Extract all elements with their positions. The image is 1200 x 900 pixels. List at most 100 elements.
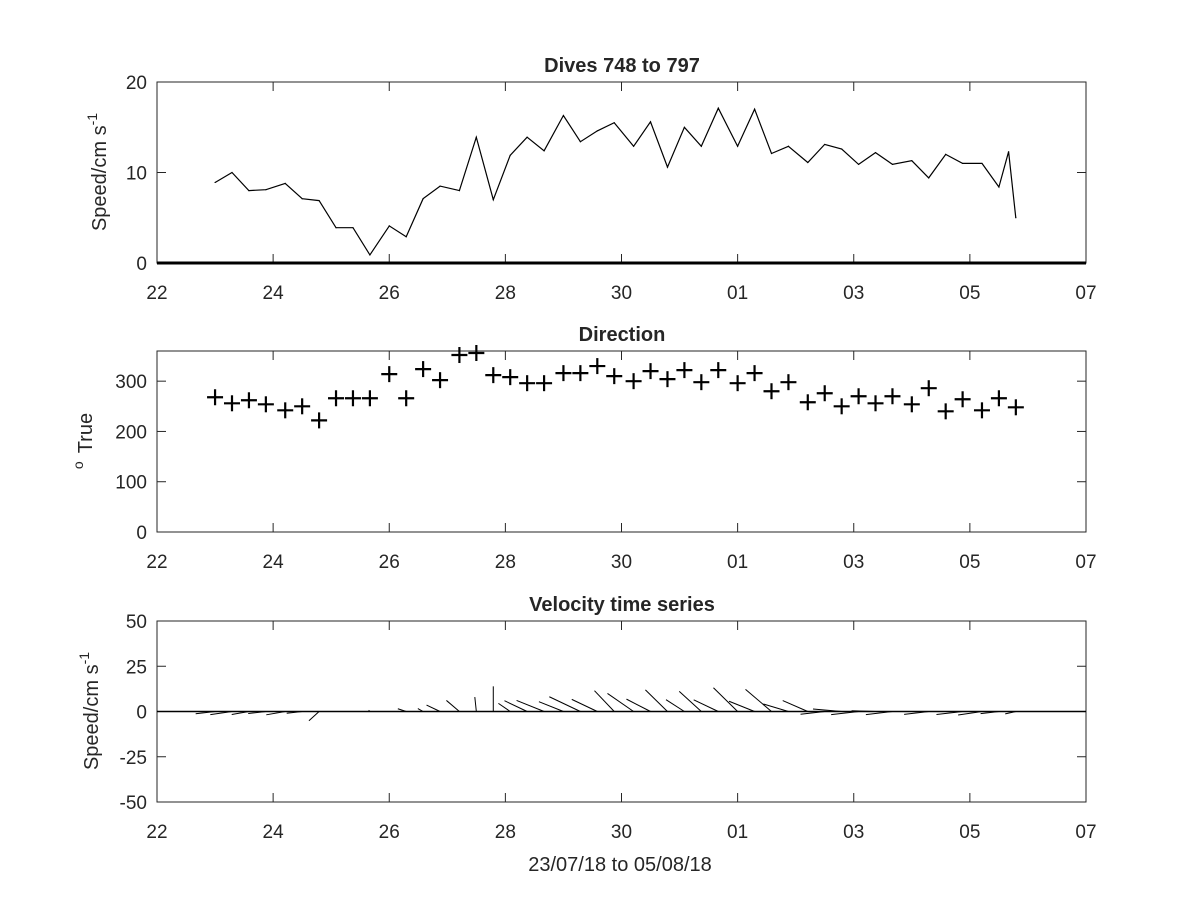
velocity-stick	[745, 688, 772, 712]
velocity-ytick-label: -25	[120, 748, 147, 769]
direction-point	[328, 390, 345, 407]
direction-panel-title: Direction	[579, 324, 666, 346]
speed-point	[579, 141, 581, 143]
velocity-stick	[498, 702, 511, 712]
speed-point	[405, 236, 407, 238]
speed-point	[509, 154, 511, 156]
velocity-stick	[607, 693, 634, 712]
speed-point	[475, 136, 477, 138]
speed-point	[284, 182, 286, 184]
speed-point	[666, 166, 669, 168]
speed-point	[841, 148, 843, 150]
velocity-stick	[286, 711, 303, 714]
direction-ticks: 22 24 26 28 30 01 03 05 07 0 100 200 300	[115, 351, 1097, 573]
velocity-ytick-label: 25	[126, 657, 147, 678]
direction-point	[207, 389, 224, 406]
direction-point	[519, 375, 536, 392]
velocity-ticks: 22 24 26 28 30 01 03 05 07 -50 -25 0 25 50	[120, 612, 1097, 843]
speed-point	[998, 186, 1000, 188]
direction-point	[780, 374, 797, 391]
speed-point	[857, 163, 860, 165]
speed-point	[318, 199, 320, 202]
direction-point	[729, 375, 746, 392]
speed-ytick-label: 20	[126, 73, 147, 94]
direction-point	[381, 366, 398, 383]
velocity-xtick-label: 01	[727, 822, 748, 843]
direction-point	[746, 365, 763, 382]
velocity-stick	[851, 710, 876, 712]
direction-point	[361, 390, 378, 407]
direction-marks	[207, 345, 1024, 429]
direction-xtick-label: 28	[495, 552, 516, 573]
speed-ticks: 22 24 26 28 30 01 03 05 07 0 10 20	[126, 73, 1097, 304]
direction-point	[555, 365, 572, 382]
speed-ylabel-superscript: -1	[84, 113, 100, 126]
speed-point	[737, 145, 739, 147]
velocity-stick	[516, 700, 545, 712]
speed-point	[753, 108, 756, 110]
speed-xtick-label: 05	[959, 283, 980, 304]
velocity-stick	[426, 704, 441, 712]
speed-panel-title: Dives 748 to 797	[544, 55, 700, 77]
velocity-stick	[728, 700, 755, 712]
speed-xtick-label: 26	[379, 283, 400, 304]
velocity-stick	[678, 690, 702, 712]
speed-point	[962, 162, 964, 165]
speed-point	[596, 130, 598, 132]
speed-point	[439, 185, 441, 187]
direction-point	[676, 362, 693, 379]
speed-point	[649, 121, 652, 123]
direction-point	[884, 388, 901, 405]
speed-point	[526, 136, 528, 138]
speed-point	[632, 145, 635, 147]
direction-xtick-label: 05	[959, 552, 980, 573]
direction-point	[1007, 399, 1024, 416]
speed-xtick-label: 30	[611, 283, 632, 304]
speed-point	[787, 145, 790, 147]
direction-ytick-label: 300	[115, 372, 147, 393]
velocity-ylabel-superscript: -1	[76, 652, 92, 665]
velocity-stick	[626, 698, 651, 712]
speed-series-line	[214, 106, 1017, 257]
velocity-marks	[157, 686, 1086, 722]
direction-point	[816, 385, 833, 402]
direction-ytick-label: 100	[115, 473, 147, 494]
velocity-stick	[571, 698, 598, 712]
speed-xtick-label: 07	[1075, 283, 1096, 304]
speed-point	[301, 198, 303, 200]
velocity-xtick-label: 22	[146, 822, 167, 843]
speed-point	[369, 254, 371, 256]
velocity-xtick-label: 03	[843, 822, 864, 843]
direction-ytick-label: 200	[115, 422, 147, 443]
speed-point	[248, 190, 250, 192]
direction-point	[257, 396, 274, 413]
speed-point	[807, 161, 809, 164]
direction-point	[973, 402, 990, 419]
direction-ylabel: o True	[70, 413, 97, 469]
speed-xtick-label: 03	[843, 283, 864, 304]
velocity-stick	[446, 700, 460, 712]
velocity-xtick-label: 30	[611, 822, 632, 843]
direction-point	[920, 380, 937, 397]
velocity-stick	[831, 711, 859, 716]
direction-point	[240, 392, 257, 409]
speed-point	[613, 122, 615, 124]
speed-point	[770, 152, 773, 155]
direction-point	[223, 395, 240, 412]
direction-point	[693, 374, 710, 391]
velocity-stick	[417, 708, 424, 712]
velocity-stick	[397, 708, 407, 712]
speed-point	[824, 143, 826, 146]
velocity-stick	[1005, 711, 1016, 715]
velocity-ylabel-text: Speed/cm s	[81, 664, 103, 770]
speed-ytick-label: 0	[136, 254, 147, 275]
velocity-stick	[693, 699, 719, 712]
speed-point	[1015, 217, 1017, 219]
speed-point	[928, 177, 930, 179]
velocity-stick	[594, 690, 615, 712]
velocity-panel: Velocity time series 22 24 26 28 30 01 03 05 07 -…	[76, 594, 1097, 843]
direction-point	[606, 368, 623, 385]
velocity-stick	[231, 711, 250, 716]
speed-point	[683, 126, 686, 128]
velocity-xtick-label: 07	[1075, 822, 1096, 843]
